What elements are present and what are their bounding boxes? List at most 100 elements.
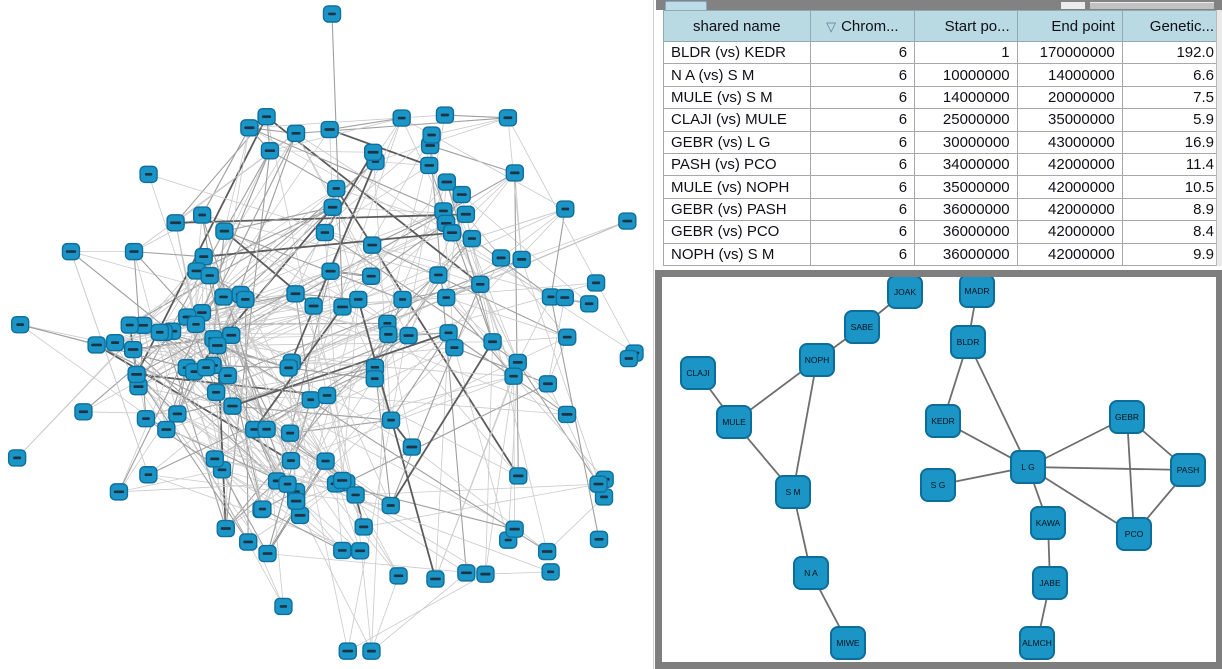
table-row[interactable]: N A (vs) S M 6 10000000 14000000 6.6	[663, 63, 1222, 87]
edge[interactable]	[324, 232, 481, 285]
horizontal-scrollbar[interactable]	[656, 0, 1222, 10]
overview-node[interactable]	[168, 405, 187, 423]
edge[interactable]	[136, 373, 328, 397]
node-shape[interactable]	[1030, 506, 1066, 540]
edge[interactable]	[177, 413, 284, 607]
edge[interactable]	[387, 323, 519, 477]
edge[interactable]	[408, 232, 453, 336]
edge[interactable]	[223, 150, 271, 232]
node-shape[interactable]	[680, 356, 716, 390]
overview-node[interactable]	[61, 242, 81, 261]
table-row[interactable]: MULE (vs) NOPH 6 35000000 42000000 10.5	[663, 175, 1222, 199]
overview-node[interactable]	[504, 367, 523, 385]
edge[interactable]	[326, 395, 568, 415]
edge[interactable]	[332, 207, 359, 300]
edge[interactable]	[171, 275, 372, 332]
node-shape[interactable]	[799, 343, 835, 377]
edge[interactable]	[186, 367, 216, 460]
edge[interactable]	[335, 188, 520, 477]
overview-node[interactable]	[123, 340, 143, 359]
overview-node[interactable]	[109, 483, 129, 501]
overview-node[interactable]	[381, 496, 400, 515]
column-header-end-point[interactable]: End point	[1016, 10, 1123, 42]
table-cell[interactable]: 42000000	[1016, 220, 1123, 244]
table-cell[interactable]: 42000000	[1016, 152, 1123, 177]
edge[interactable]	[201, 312, 519, 477]
overview-node[interactable]	[541, 288, 561, 306]
overview-node[interactable]	[392, 109, 411, 127]
node-SG[interactable]: S G	[920, 468, 956, 502]
edge[interactable]	[375, 117, 509, 162]
overview-node[interactable]	[537, 542, 557, 561]
edge[interactable]	[83, 411, 178, 415]
overview-node[interactable]	[389, 567, 408, 585]
table-cell[interactable]: NOPH (vs) S M	[663, 242, 811, 266]
edge[interactable]	[133, 349, 514, 377]
table-cell[interactable]: 42000000	[1016, 242, 1123, 266]
edge[interactable]	[201, 214, 409, 336]
overview-node[interactable]	[393, 290, 412, 309]
edge[interactable]	[231, 306, 343, 336]
edge[interactable]	[288, 367, 375, 380]
edge[interactable]	[347, 573, 486, 652]
overview-node[interactable]	[471, 275, 490, 294]
edge[interactable]	[148, 174, 213, 366]
overview-node[interactable]	[399, 326, 418, 345]
overview-node[interactable]	[541, 563, 560, 581]
table-row[interactable]: BLDR (vs) KEDR 6 1 170000000 192.0	[663, 40, 1222, 65]
overview-node[interactable]	[586, 274, 606, 292]
edge[interactable]	[203, 231, 453, 258]
overview-node[interactable]	[157, 420, 176, 439]
edge[interactable]	[485, 571, 551, 575]
edge[interactable]	[249, 127, 444, 212]
network-detail-panel[interactable]: JOAK SABE NOPH CLAJI MULE S M N A MIWE MADR BLDR K…	[655, 270, 1222, 669]
edge[interactable]	[224, 230, 389, 335]
overview-node[interactable]	[354, 518, 373, 536]
overview-node[interactable]	[333, 298, 352, 316]
overview-node[interactable]	[257, 420, 276, 439]
edge[interactable]	[216, 366, 375, 393]
edge[interactable]	[213, 338, 548, 553]
overview-node[interactable]	[346, 486, 365, 504]
edge[interactable]	[411, 446, 548, 552]
edge-GEBR-PCO[interactable]	[1126, 416, 1135, 535]
scrollbar-track-segment[interactable]	[1090, 2, 1214, 9]
edge[interactable]	[201, 214, 268, 430]
edge[interactable]	[435, 332, 449, 580]
table-cell[interactable]: PASH (vs) PCO	[663, 152, 811, 177]
overview-node[interactable]	[124, 242, 144, 261]
edge[interactable]	[159, 270, 198, 333]
table-cell[interactable]: 6	[809, 197, 916, 222]
overview-node[interactable]	[208, 336, 227, 355]
edge[interactable]	[446, 181, 494, 342]
table-cell[interactable]: 9.9	[1121, 242, 1222, 266]
table-cell[interactable]: 6	[809, 40, 916, 65]
table-cell[interactable]: 6.6	[1121, 63, 1222, 87]
table-cell[interactable]: 43000000	[1016, 130, 1123, 154]
edge[interactable]	[547, 297, 566, 384]
edge[interactable]	[370, 222, 447, 277]
overview-node[interactable]	[278, 475, 297, 493]
node-shape[interactable]	[959, 277, 995, 308]
overview-node[interactable]	[315, 223, 335, 242]
overview-node[interactable]	[280, 424, 300, 442]
edge[interactable]	[230, 188, 337, 336]
edge[interactable]	[390, 284, 481, 506]
overview-node[interactable]	[281, 451, 301, 470]
node-shape[interactable]	[1109, 400, 1145, 434]
table-cell[interactable]: 6	[809, 220, 916, 244]
edge[interactable]	[148, 405, 233, 476]
overview-node[interactable]	[402, 438, 422, 456]
table-cell[interactable]: GEBR (vs) L G	[663, 130, 811, 154]
edge[interactable]	[261, 433, 291, 510]
edge[interactable]	[341, 299, 359, 481]
overview-node[interactable]	[200, 266, 219, 285]
table-row[interactable]: PASH (vs) PCO 6 34000000 42000000 11.4	[663, 152, 1222, 177]
overview-node[interactable]	[239, 533, 258, 551]
edge[interactable]	[408, 274, 439, 336]
edge[interactable]	[171, 330, 343, 481]
overview-node[interactable]	[223, 397, 242, 415]
overview-node[interactable]	[556, 200, 575, 218]
node-BLDR[interactable]: BLDR	[950, 325, 986, 359]
table-cell[interactable]: 5.9	[1121, 108, 1222, 132]
